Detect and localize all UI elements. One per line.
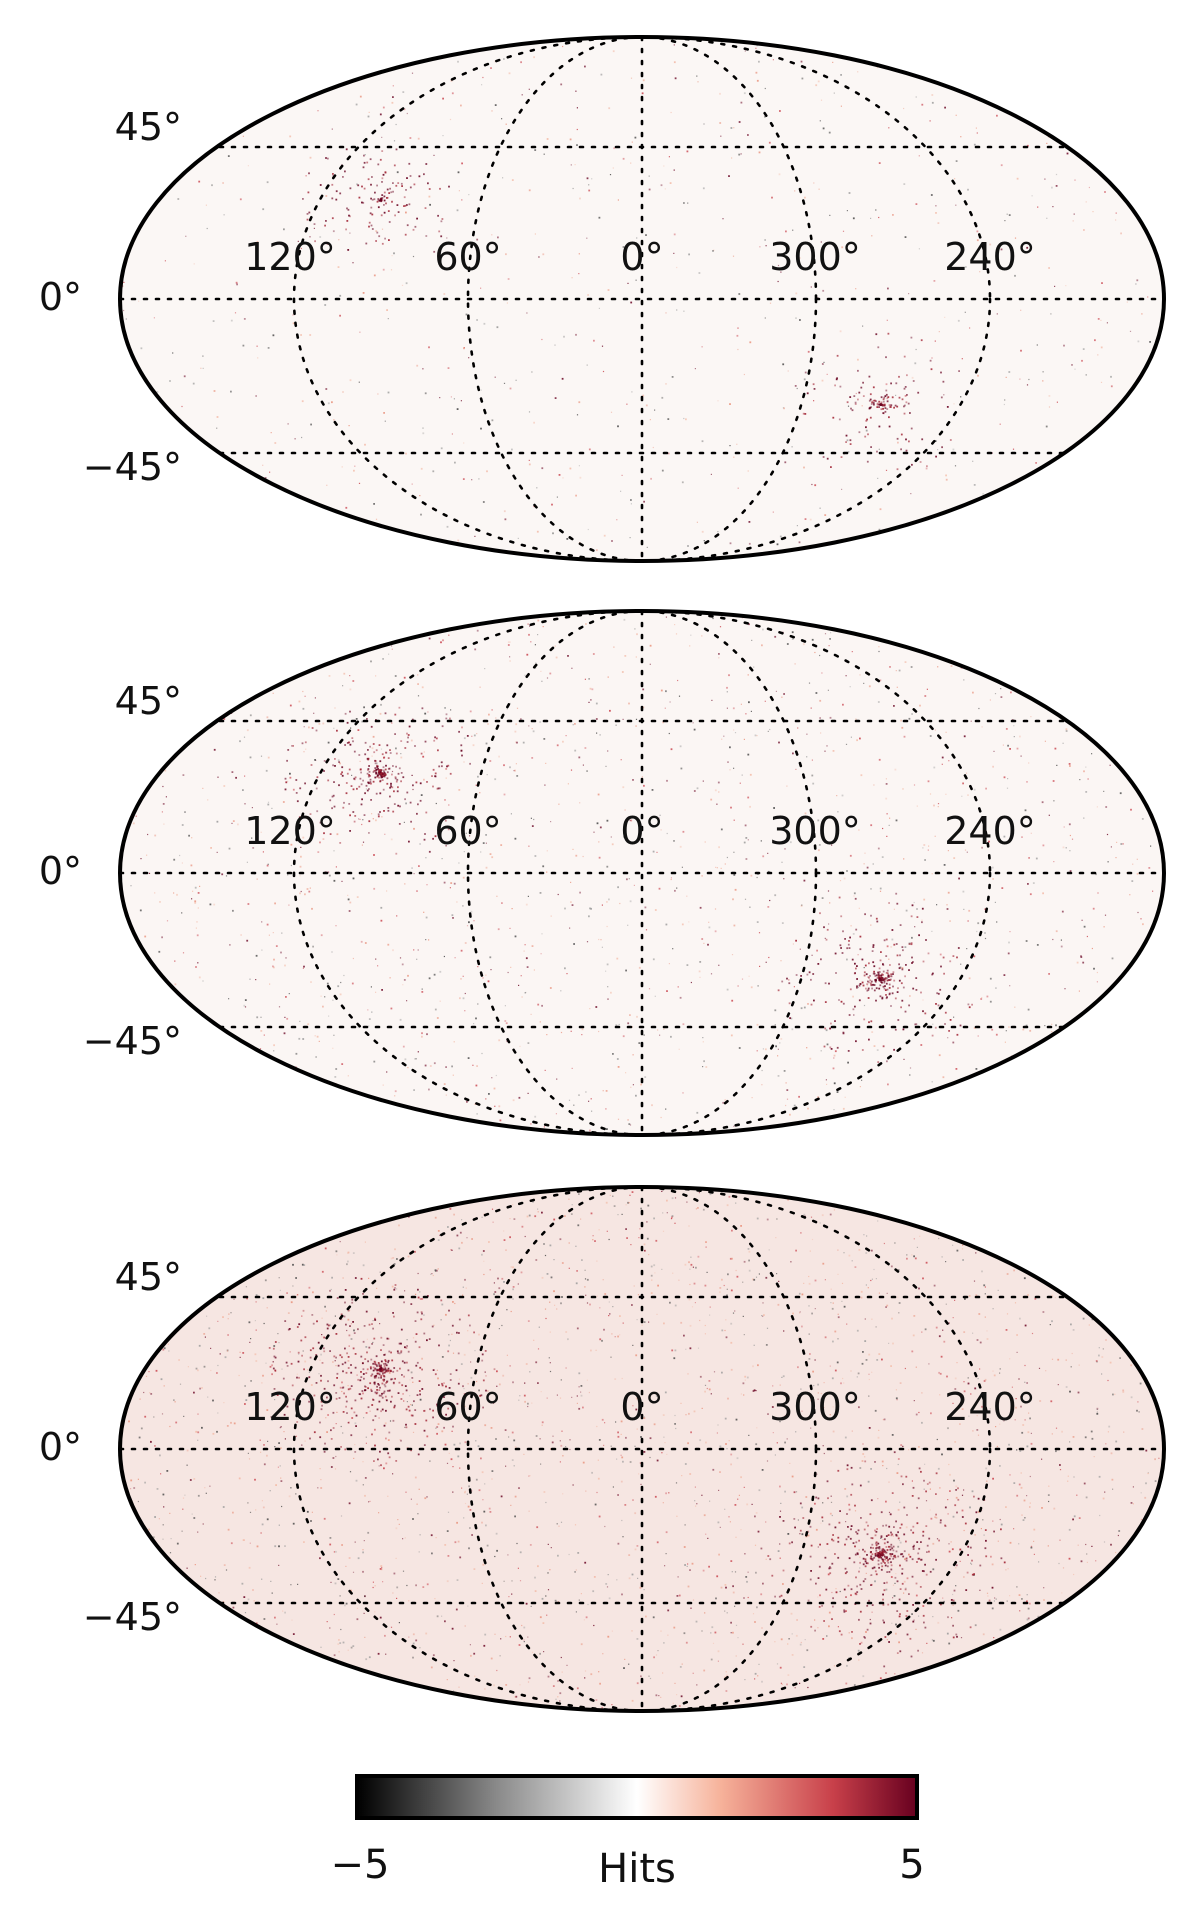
- map-outline: [118, 35, 1166, 563]
- lon-label-240: 240°: [944, 235, 1036, 279]
- map-outline: [118, 1185, 1166, 1713]
- colorbar-max-label: 5: [899, 1842, 924, 1888]
- map-background: [120, 1187, 1164, 1711]
- lat-label-minus45: −45°: [83, 1595, 182, 1639]
- lon-label-300: 300°: [769, 1385, 861, 1429]
- lon-label-60: 60°: [434, 235, 501, 279]
- map-background: [120, 37, 1164, 561]
- sky-map-middle: 120° 60° 0° 300° 240° 45° 0° −45°: [39, 609, 1166, 1137]
- map-background: [120, 611, 1164, 1135]
- sky-map-top: 120° 60° 0° 300° 240° 45° 0° −45°: [39, 35, 1166, 563]
- lat-label-0: 0°: [39, 275, 82, 319]
- lon-label-300: 300°: [769, 809, 861, 853]
- hit-density-texture: [120, 611, 1164, 1135]
- lon-label-240: 240°: [944, 809, 1036, 853]
- lon-label-0: 0°: [620, 809, 663, 853]
- lat-label-45: 45°: [115, 679, 182, 723]
- colorbar-title: Hits: [598, 1846, 676, 1892]
- lon-label-60: 60°: [434, 1385, 501, 1429]
- lat-label-0: 0°: [39, 849, 82, 893]
- lat-label-minus45: −45°: [83, 445, 182, 489]
- lon-label-120: 120°: [244, 1385, 336, 1429]
- sky-map-bottom: 120° 60° 0° 300° 240° 45° 0° −45°: [39, 1185, 1166, 1713]
- colorbar-gradient: [355, 1774, 919, 1820]
- lon-label-0: 0°: [620, 235, 663, 279]
- lon-label-120: 120°: [244, 235, 336, 279]
- lon-label-0: 0°: [620, 1385, 663, 1429]
- lat-label-45: 45°: [115, 1255, 182, 1299]
- lon-label-240: 240°: [944, 1385, 1036, 1429]
- lon-label-120: 120°: [244, 809, 336, 853]
- lon-label-300: 300°: [769, 235, 861, 279]
- colorbar: −5 Hits 5: [331, 1774, 925, 1892]
- lon-label-60: 60°: [434, 809, 501, 853]
- lat-label-45: 45°: [115, 105, 182, 149]
- colorbar-min-label: −5: [331, 1842, 390, 1888]
- lat-label-0: 0°: [39, 1425, 82, 1469]
- map-outline: [118, 609, 1166, 1137]
- lat-label-minus45: −45°: [83, 1019, 182, 1063]
